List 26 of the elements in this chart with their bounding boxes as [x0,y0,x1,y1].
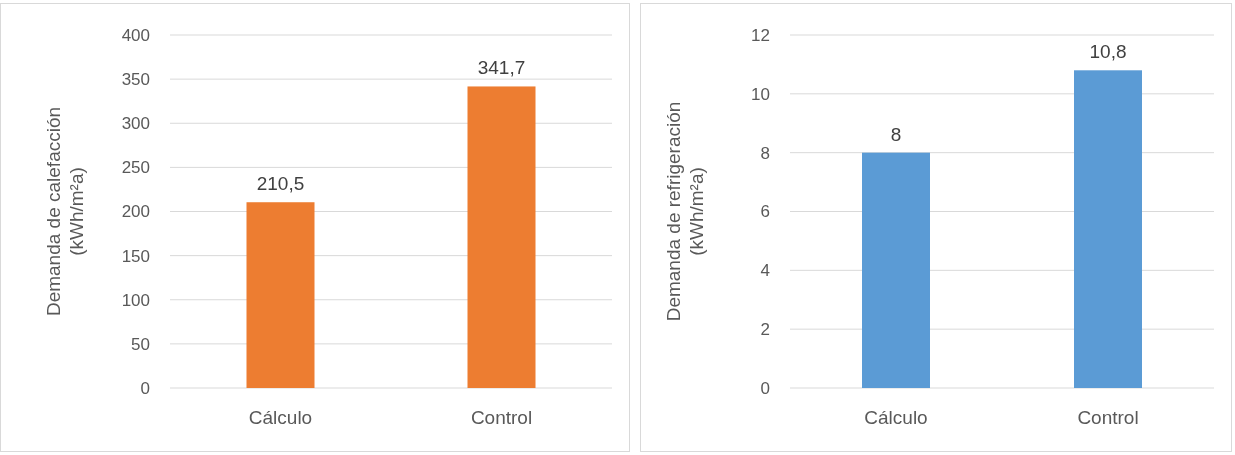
y-tick-label: 300 [121,114,150,134]
y-tick-label: 200 [121,202,150,222]
y-tick-label: 0 [760,378,770,398]
y-axis-title: Demanda de calefacción (kWh/m²a) [43,106,88,317]
y-tick-label: 50 [131,334,150,354]
y-tick-label: 400 [121,25,150,45]
y-tick-label: 150 [121,246,150,266]
y-tick-label: 6 [760,202,770,222]
y-tick-label: 350 [121,70,150,90]
data-label: 10,8 [1089,41,1127,63]
x-tick-label: Control [470,407,533,428]
y-tick-label: 4 [760,261,770,281]
y-tick-label: 250 [121,158,150,178]
y-tick-label: 10 [751,84,770,104]
data-label: 210,5 [256,173,305,195]
y-tick-label: 12 [751,25,770,45]
x-tick-label: Cálculo [864,407,928,428]
y-tick-label: 100 [121,290,150,310]
y-axis-title: Demanda de refrigeración (kWh/m²a) [663,101,708,322]
y-tick-label: 2 [760,320,770,340]
x-tick-label: Control [1077,407,1139,428]
data-label: 8 [890,123,902,145]
data-label: 341,7 [477,57,526,79]
y-tick-label: 8 [760,143,770,163]
x-tick-label: Cálculo [248,407,313,428]
y-tick-label: 0 [140,378,150,398]
